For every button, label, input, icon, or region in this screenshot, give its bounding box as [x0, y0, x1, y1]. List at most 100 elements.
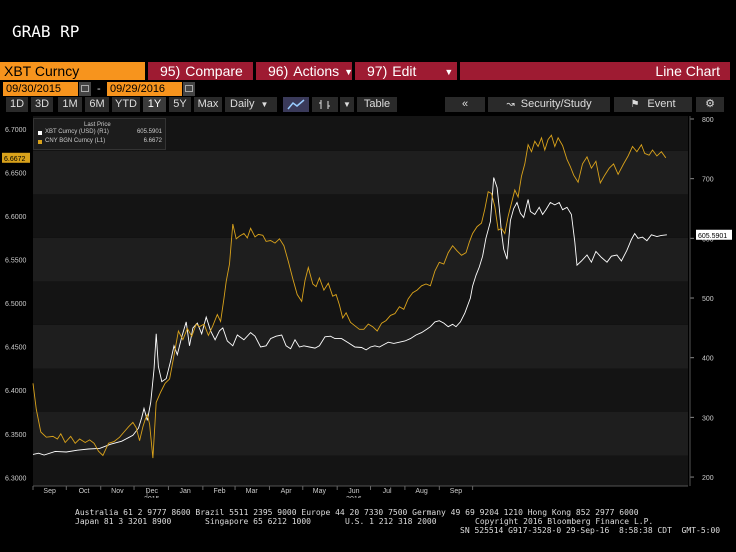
legend-series-name: CNY BGN Curncy (L1)	[45, 138, 106, 144]
right-tick-label: 200	[702, 475, 714, 482]
chart-legend: Last Price XBT Curncy (USD) (R1) 605.590…	[33, 118, 166, 150]
legend-swatch	[38, 140, 42, 144]
edit-button[interactable]: 97) Edit ▼	[355, 62, 457, 80]
x-tick-label: Apr	[281, 488, 293, 495]
grid-band	[33, 455, 688, 486]
line-chart[interactable]: 6.3000 6.3500 6.4000 6.4500 6.5000 6.5500 6.60…	[0, 114, 736, 503]
legend-series-value: 605.5901	[136, 129, 162, 135]
chart-type-bar: Line Chart	[460, 62, 730, 80]
edit-label: Edit	[392, 63, 417, 79]
grid-band	[33, 194, 688, 238]
calendar-icon[interactable]	[183, 82, 195, 96]
left-tick-label: 6.5000	[5, 301, 27, 308]
bar-chart-icon[interactable]	[312, 97, 338, 112]
period-max[interactable]: Max	[194, 97, 222, 112]
x-tick-label: Mar	[246, 488, 259, 495]
right-last-value-tag	[696, 229, 732, 240]
x-tick-label: Jul	[383, 488, 392, 495]
right-tick-label: 700	[702, 177, 714, 184]
x-tick-label: Oct	[79, 488, 90, 495]
period-5y[interactable]: 5Y	[169, 97, 191, 112]
security-study-button[interactable]: ↝ Security/Study	[488, 97, 610, 112]
chart-area[interactable]: 6.3000 6.3500 6.4000 6.4500 6.5000 6.5500 6.60…	[0, 114, 736, 503]
left-tick-label: 6.3500	[5, 432, 27, 439]
command-bar: XBT Curncy 95) Compare 96) Actions ▼ 97) Edi…	[0, 62, 730, 80]
chevron-down-icon: ▼	[444, 67, 454, 78]
x-tick-label: Feb	[213, 488, 225, 495]
grid-band	[33, 150, 688, 195]
frequency-dropdown[interactable]: Daily ▼	[225, 97, 277, 112]
chevron-down-icon: ▼	[260, 100, 269, 109]
right-last-value-label: 605.5901	[698, 233, 727, 240]
footer-singapore: Singapore 65 6212 1000	[205, 517, 311, 526]
period-3d[interactable]: 3D	[31, 97, 53, 112]
actions-label: Actions	[293, 63, 340, 79]
left-tick-label: 6.4500	[5, 345, 27, 352]
x-tick-label: Aug	[415, 488, 428, 495]
start-date-field[interactable]: 09/30/2015	[3, 82, 78, 96]
x-year-label: 2015	[144, 496, 160, 498]
chart-toolbar: 1D 3D 1M 6M YTD 1Y 5Y Max Daily ▼ ▼ Table…	[0, 97, 730, 112]
x-tick-label: Jun	[348, 488, 359, 495]
period-6m[interactable]: 6M	[85, 97, 109, 112]
compare-number: 95)	[160, 63, 181, 79]
date-separator: -	[97, 83, 101, 95]
right-tick-label: 400	[702, 356, 714, 363]
period-1y[interactable]: 1Y	[143, 97, 166, 112]
left-tick-label: 6.7000	[5, 127, 27, 134]
x-tick-label: May	[313, 488, 327, 495]
actions-button[interactable]: 96) Actions ▼	[256, 62, 354, 80]
x-tick-label: Sep	[43, 488, 56, 495]
footer-serial: SN 525514 G917-3528-0 29-Sep-16 8:58:38 …	[460, 526, 721, 535]
calendar-icon[interactable]	[79, 82, 91, 96]
page-title: GRAB RP	[12, 22, 80, 41]
chevron-down-icon[interactable]: ▼	[340, 97, 354, 112]
period-1m[interactable]: 1M	[58, 97, 82, 112]
legend-swatch	[38, 131, 42, 135]
grid-band	[33, 281, 688, 325]
grid-band	[33, 237, 688, 282]
legend-entry-cny: CNY BGN Curncy (L1) 6.6672	[38, 138, 164, 146]
period-1d[interactable]: 1D	[6, 97, 28, 112]
legend-series-value: 6.6672	[143, 138, 162, 144]
compare-label: Compare	[185, 63, 243, 79]
compare-button[interactable]: 95) Compare	[148, 62, 253, 80]
grid-band	[33, 412, 688, 456]
end-date-field[interactable]: 09/29/2016	[107, 82, 182, 96]
security-study-label: Security/Study	[520, 98, 592, 110]
left-last-value-tag	[2, 152, 30, 163]
collapse-icon[interactable]: «	[445, 97, 485, 112]
left-last-value-label: 6.6672	[4, 156, 26, 163]
x-tick-label: Dec	[146, 488, 159, 495]
legend-series-name: XBT Curncy (USD) (R1)	[45, 129, 109, 135]
actions-number: 96)	[268, 63, 289, 79]
left-tick-label: 6.6500	[5, 171, 27, 178]
footer-japan: Japan 81 3 3201 8900	[75, 517, 172, 526]
chevron-down-icon: ▼	[344, 67, 354, 78]
edit-number: 97)	[367, 63, 388, 79]
right-tick-label: 300	[702, 415, 714, 422]
flag-icon: ⚑	[630, 99, 640, 110]
legend-header: Last Price	[84, 122, 111, 128]
gear-icon[interactable]: ⚙	[696, 97, 724, 112]
left-tick-label: 6.5500	[5, 258, 27, 265]
x-tick-label: Jan	[179, 488, 190, 495]
legend-entry-xbt: XBT Curncy (USD) (R1) 605.5901	[38, 129, 164, 137]
footer-phone-line: Australia 61 2 9777 8600 Brazil 5511 239…	[75, 508, 639, 517]
x-tick-label: Nov	[111, 488, 124, 495]
ticker-field[interactable]: XBT Curncy	[0, 62, 145, 80]
cny-series-line	[32, 134, 667, 459]
frequency-label: Daily	[230, 98, 255, 110]
right-tick-label: 600	[702, 236, 714, 243]
footer-us: U.S. 1 212 318 2000	[345, 517, 437, 526]
left-tick-label: 6.3000	[5, 475, 27, 482]
footer-copyright: Copyright 2016 Bloomberg Finance L.P.	[475, 517, 654, 526]
left-tick-label: 6.6000	[5, 214, 27, 221]
period-ytd[interactable]: YTD	[112, 97, 140, 112]
line-chart-icon[interactable]	[283, 97, 309, 112]
chart-type-label: Line Chart	[655, 63, 720, 79]
event-button[interactable]: ⚑ Event	[614, 97, 692, 112]
grid-band	[33, 368, 688, 412]
table-button[interactable]: Table	[357, 97, 397, 112]
event-label: Event	[647, 98, 676, 110]
